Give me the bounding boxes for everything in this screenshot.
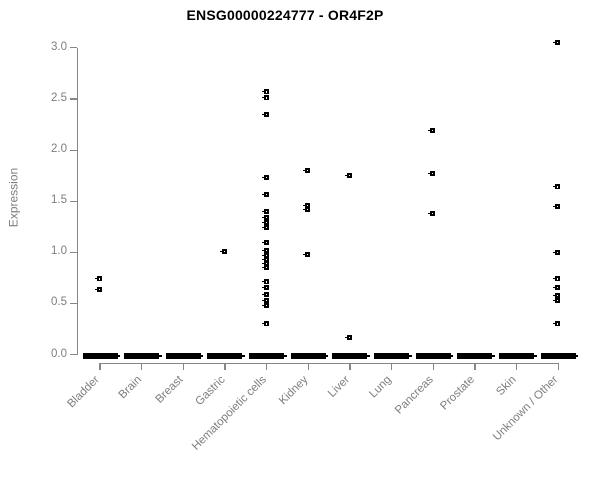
- data-point: [261, 220, 269, 226]
- y-axis-tick: [70, 47, 77, 49]
- x-axis-tick: [432, 363, 434, 370]
- data-point: [261, 175, 269, 181]
- data-point: [261, 265, 269, 271]
- chart-title: ENSG00000224777 - OR4F2P: [186, 7, 384, 23]
- zero-cluster-bar: [374, 353, 412, 359]
- x-axis-label-kidney: Kidney: [277, 373, 311, 408]
- zero-cluster-bar: [332, 353, 370, 359]
- data-point: [261, 252, 269, 258]
- data-point: [219, 248, 227, 254]
- data-point: [344, 334, 352, 340]
- x-axis-tick: [349, 363, 351, 370]
- data-point: [428, 171, 436, 177]
- x-axis-label-pancreas: Pancreas: [392, 373, 436, 417]
- data-point: [95, 286, 102, 292]
- x-axis-label-lung: Lung: [367, 373, 394, 401]
- x-axis-tick: [99, 363, 101, 370]
- data-point: [261, 297, 269, 303]
- x-axis-label-bladder: Bladder: [65, 373, 103, 411]
- data-point: [261, 215, 269, 221]
- data-point: [261, 256, 269, 262]
- y-tick-label: 2.0: [51, 143, 67, 156]
- x-axis-label-liver: Liver: [326, 373, 353, 400]
- y-tick-label: 3.0: [51, 40, 67, 53]
- y-tick-label: 0.0: [51, 347, 67, 360]
- data-point: [261, 95, 269, 101]
- data-point: [261, 284, 269, 290]
- x-axis-label-skin: Skin: [494, 373, 519, 399]
- y-tick-label: 1.0: [51, 245, 67, 258]
- data-point: [261, 191, 269, 197]
- x-axis-tick: [391, 363, 393, 370]
- data-point: [553, 321, 561, 327]
- data-point: [261, 302, 269, 308]
- x-axis-tick: [307, 363, 309, 370]
- x-axis-tick: [141, 363, 143, 370]
- data-point: [553, 276, 561, 282]
- data-point: [261, 239, 269, 245]
- data-point: [553, 184, 561, 190]
- data-point: [261, 208, 269, 214]
- y-axis-tick: [70, 353, 77, 356]
- y-axis-tick: [70, 251, 77, 253]
- x-axis-tick: [516, 363, 518, 370]
- zero-cluster-bar: [499, 353, 537, 359]
- data-point: [261, 279, 269, 285]
- y-axis-tick: [70, 200, 77, 202]
- y-axis-tick: [70, 149, 77, 151]
- data-point: [344, 173, 352, 179]
- zero-cluster-bar: [457, 353, 495, 359]
- x-axis-label-prostate: Prostate: [438, 373, 478, 413]
- data-point: [553, 203, 561, 209]
- data-point: [261, 261, 269, 267]
- zero-cluster-bar: [415, 353, 454, 359]
- y-tick-label: 2.5: [51, 92, 67, 104]
- x-axis-label-brain: Brain: [116, 373, 144, 402]
- data-point: [553, 40, 561, 46]
- data-point: [261, 321, 269, 327]
- data-point: [553, 297, 561, 303]
- y-axis-tick: [70, 302, 77, 304]
- x-axis-label-gastric: Gastric: [192, 373, 228, 408]
- x-axis-tick: [182, 363, 184, 370]
- x-axis-tick: [224, 363, 226, 370]
- data-point: [261, 89, 269, 95]
- x-axis-line: [99, 363, 560, 365]
- data-point: [95, 276, 102, 282]
- y-axis-tick: [70, 98, 77, 100]
- zero-cluster-bar: [82, 353, 120, 359]
- data-point: [261, 247, 269, 253]
- y-tick-label: 1.5: [51, 194, 67, 207]
- y-tick-label: 0.5: [51, 296, 67, 309]
- data-point: [553, 292, 561, 298]
- x-axis-label-breast: Breast: [153, 373, 186, 406]
- zero-cluster-bar: [165, 353, 204, 359]
- data-point: [303, 168, 311, 174]
- zero-cluster-bar: [540, 353, 579, 359]
- data-point: [261, 291, 269, 297]
- data-point: [553, 284, 561, 290]
- data-point: [261, 111, 269, 117]
- x-axis-tick: [557, 363, 559, 370]
- y-axis-title: Expression: [6, 167, 21, 228]
- data-point: [303, 202, 311, 208]
- data-point: [553, 249, 561, 255]
- y-axis-line: [77, 47, 79, 356]
- data-point: [261, 225, 269, 231]
- x-axis-tick: [266, 363, 268, 370]
- data-point: [428, 128, 436, 134]
- x-axis-label-hematopoietic-cells: Hematopoietic cells: [189, 373, 269, 453]
- zero-cluster-bar: [249, 353, 287, 359]
- zero-cluster-bar: [207, 353, 245, 359]
- data-point: [303, 251, 311, 257]
- x-axis-tick: [474, 363, 476, 370]
- zero-cluster-bar: [124, 353, 162, 359]
- zero-cluster-bar: [290, 353, 329, 359]
- data-point: [303, 206, 311, 212]
- data-point: [428, 210, 436, 216]
